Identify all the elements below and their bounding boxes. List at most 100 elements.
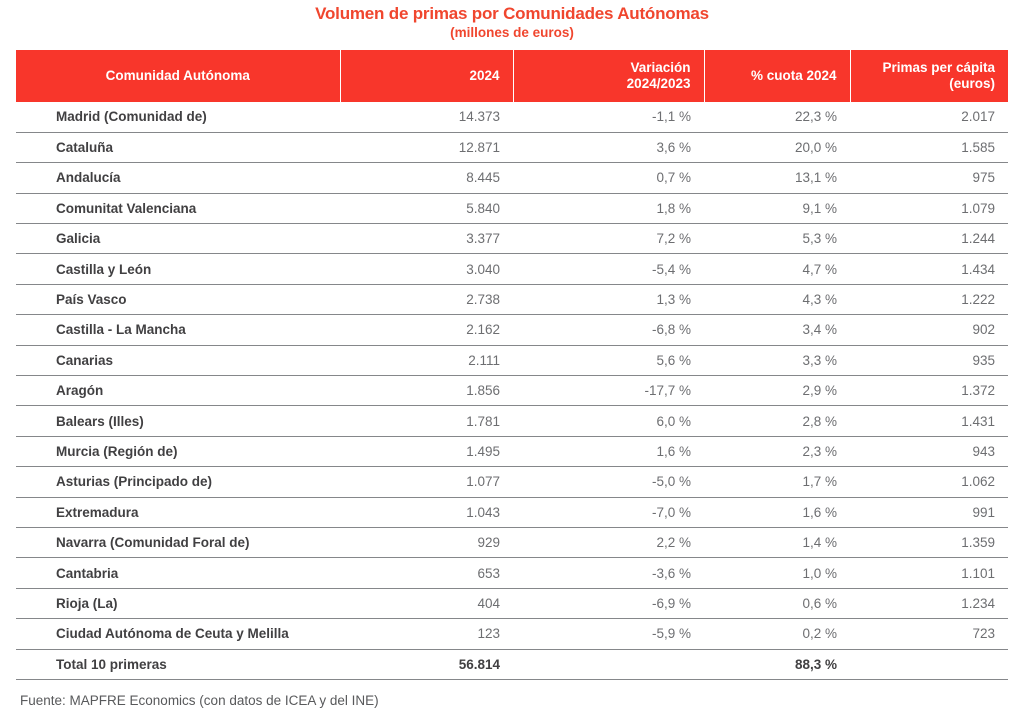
community-name: Murcia (Región de) [16, 436, 340, 468]
value-2024: 12.871 [340, 132, 513, 164]
value-per-capita: 1.359 [850, 527, 1008, 559]
source-note: Fuente: MAPFRE Economics (con datos de I… [20, 692, 379, 708]
table-row: Cantabria 653 -3,6 % 1,0 % 1.101 [16, 557, 1008, 589]
value-variacion: -6,8 % [513, 314, 704, 346]
community-name: Castilla y León [16, 253, 340, 285]
value-per-capita: 1.434 [850, 253, 1008, 285]
table-row: País Vasco 2.738 1,3 % 4,3 % 1.222 [16, 284, 1008, 316]
community-name: Ciudad Autónoma de Ceuta y Melilla [16, 618, 340, 650]
value-2024: 929 [340, 527, 513, 559]
column-header-variacion: Variación 2024/2023 [512, 50, 704, 102]
premiums-table: Comunidad Autónoma 2024 Variación 2024/2… [16, 50, 1008, 680]
total-cuota-value: 88,3 % [704, 649, 850, 680]
value-variacion: 7,2 % [513, 223, 704, 255]
community-name: Rioja (La) [16, 588, 340, 620]
value-cuota: 4,3 % [704, 284, 850, 316]
value-variacion: 2,2 % [513, 527, 704, 559]
column-header-2024: 2024 [339, 50, 513, 102]
value-variacion: -1,1 % [513, 102, 704, 133]
value-variacion: 6,0 % [513, 405, 704, 437]
table-row: Cataluña 12.871 3,6 % 20,0 % 1.585 [16, 132, 1008, 164]
value-cuota: 3,4 % [704, 314, 850, 346]
table-row: Murcia (Región de) 1.495 1,6 % 2,3 % 943 [16, 436, 1008, 468]
column-header-per-capita: Primas per cápita (euros) [849, 50, 1008, 102]
column-header-label: Variación 2024/2023 [626, 60, 691, 91]
value-variacion: 1,8 % [513, 193, 704, 225]
value-cuota: 5,3 % [704, 223, 850, 255]
table-row: Aragón 1.856 -17,7 % 2,9 % 1.372 [16, 375, 1008, 407]
value-2024: 123 [340, 618, 513, 650]
value-2024: 1.043 [340, 497, 513, 528]
value-variacion: -17,7 % [513, 375, 704, 407]
value-per-capita: 1.079 [850, 193, 1008, 225]
value-per-capita: 991 [850, 497, 1008, 528]
table-row: Extremadura 1.043 -7,0 % 1,6 % 991 [16, 497, 1008, 528]
value-cuota: 3,3 % [704, 345, 850, 377]
table-row: Ciudad Autónoma de Ceuta y Melilla 123 -… [16, 618, 1008, 650]
column-header-label: Comunidad Autónoma [105, 68, 250, 83]
value-2024: 8.445 [340, 162, 513, 194]
value-variacion: -5,9 % [513, 618, 704, 650]
table-header: Comunidad Autónoma 2024 Variación 2024/2… [16, 50, 1008, 102]
community-name: Galicia [16, 223, 340, 255]
community-name: Aragón [16, 375, 340, 407]
column-header-label: % cuota 2024 [750, 68, 837, 83]
value-2024: 3.040 [340, 253, 513, 285]
value-cuota: 22,3 % [704, 102, 850, 133]
total-label: Total 10 primeras [16, 649, 340, 680]
value-2024: 2.162 [340, 314, 513, 346]
community-name: País Vasco [16, 284, 340, 316]
value-per-capita: 1.585 [850, 132, 1008, 164]
table-row: Canarias 2.111 5,6 % 3,3 % 935 [16, 345, 1008, 377]
value-per-capita: 943 [850, 436, 1008, 468]
value-per-capita: 902 [850, 314, 1008, 346]
value-cuota: 13,1 % [704, 162, 850, 194]
page-title: Volumen de primas por Comunidades Autóno… [315, 4, 709, 23]
value-2024: 1.856 [340, 375, 513, 407]
value-2024: 2.111 [340, 345, 513, 377]
value-variacion: 5,6 % [513, 345, 704, 377]
table-row: Navarra (Comunidad Foral de) 929 2,2 % 1… [16, 527, 1008, 559]
value-variacion: -7,0 % [513, 497, 704, 528]
community-name: Extremadura [16, 497, 340, 528]
value-2024: 3.377 [340, 223, 513, 255]
table-row: Madrid (Comunidad de) 14.373 -1,1 % 22,3… [16, 102, 1008, 133]
value-2024: 2.738 [340, 284, 513, 316]
value-per-capita: 1.234 [850, 588, 1008, 620]
community-name: Navarra (Comunidad Foral de) [16, 527, 340, 559]
value-variacion: 1,3 % [513, 284, 704, 316]
value-2024: 1.495 [340, 436, 513, 468]
value-cuota: 1,7 % [704, 466, 850, 498]
value-cuota: 9,1 % [704, 193, 850, 225]
table-row: Balears (Illes) 1.781 6,0 % 2,8 % 1.431 [16, 405, 1008, 437]
value-cuota: 20,0 % [704, 132, 850, 164]
value-variacion: -5,0 % [513, 466, 704, 498]
value-per-capita: 1.372 [850, 375, 1008, 407]
table-row: Castilla y León 3.040 -5,4 % 4,7 % 1.434 [16, 253, 1008, 285]
table-body: Madrid (Comunidad de) 14.373 -1,1 % 22,3… [16, 102, 1008, 680]
value-cuota: 1,6 % [704, 497, 850, 528]
table-row: Andalucía 8.445 0,7 % 13,1 % 975 [16, 162, 1008, 194]
value-variacion: -5,4 % [513, 253, 704, 285]
value-variacion: 1,6 % [513, 436, 704, 468]
value-variacion: -3,6 % [513, 557, 704, 589]
community-name: Andalucía [16, 162, 340, 194]
community-name: Balears (Illes) [16, 405, 340, 437]
value-per-capita: 935 [850, 345, 1008, 377]
value-cuota: 1,0 % [704, 557, 850, 589]
table-row: Comunitat Valenciana 5.840 1,8 % 9,1 % 1… [16, 193, 1008, 225]
total-2024-value: 56.814 [340, 649, 513, 680]
table-row: Galicia 3.377 7,2 % 5,3 % 1.244 [16, 223, 1008, 255]
total-per-capita-value [850, 649, 1008, 680]
value-per-capita: 1.101 [850, 557, 1008, 589]
community-name: Canarias [16, 345, 340, 377]
value-cuota: 1,4 % [704, 527, 850, 559]
value-cuota: 2,8 % [704, 405, 850, 437]
page-subtitle: (millones de euros) [450, 25, 574, 40]
community-name: Castilla - La Mancha [16, 314, 340, 346]
value-cuota: 2,3 % [704, 436, 850, 468]
column-header-label: Primas per cápita (euros) [882, 60, 995, 91]
value-cuota: 0,6 % [704, 588, 850, 620]
value-2024: 5.840 [340, 193, 513, 225]
